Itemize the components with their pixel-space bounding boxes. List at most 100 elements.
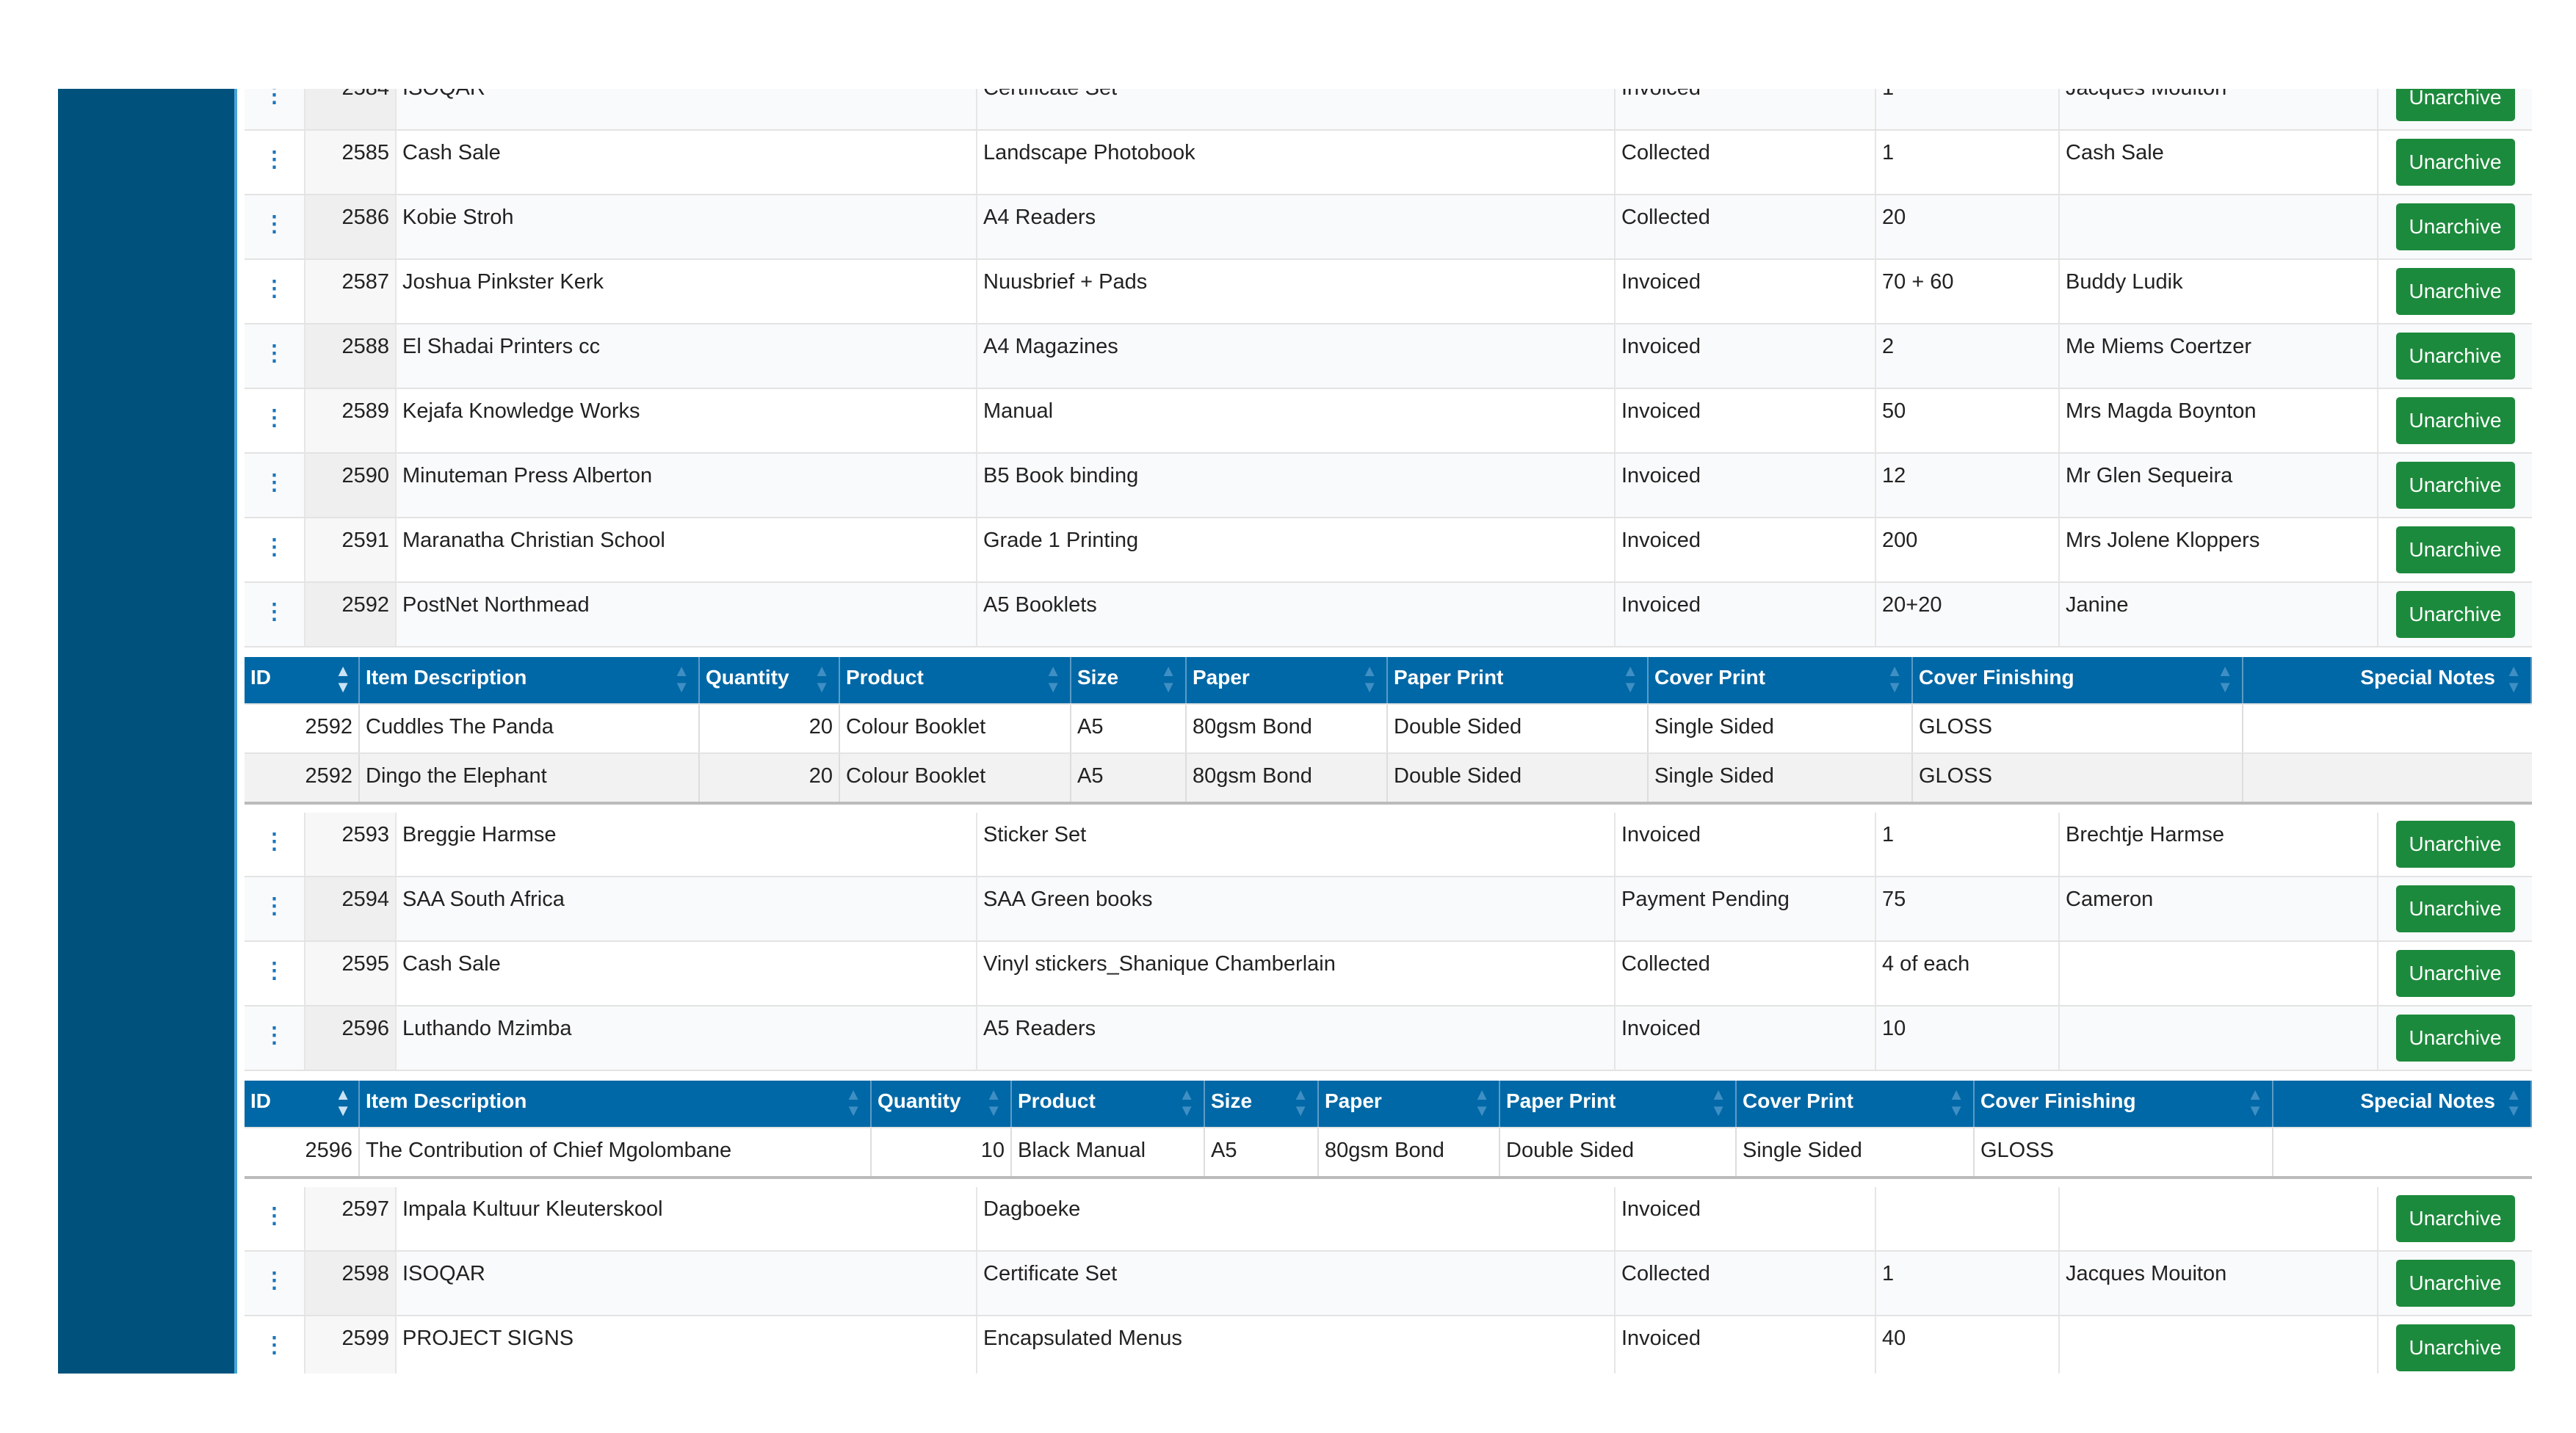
- row-menu-icon[interactable]: ⋮: [245, 195, 305, 258]
- unarchive-button[interactable]: Unarchive: [2395, 1324, 2515, 1371]
- subtable-header: ID ▲ ▼ Item Description ▲ ▼ Quantity ▲ ▼ Product ▲…: [245, 1081, 2532, 1127]
- customer-name: ISOQAR: [397, 1252, 977, 1315]
- sort-icon[interactable]: ▲ ▼: [2247, 1085, 2263, 1120]
- column-header[interactable]: ID ▲ ▼: [245, 1081, 360, 1127]
- row-menu-icon[interactable]: ⋮: [245, 518, 305, 581]
- row-menu-icon[interactable]: ⋮: [245, 877, 305, 940]
- unarchive-button[interactable]: Unarchive: [2395, 139, 2515, 186]
- column-header[interactable]: Cover Print ▲ ▼: [1737, 1081, 1975, 1127]
- sort-icon[interactable]: ▲ ▼: [1474, 1085, 1490, 1120]
- row-menu-icon[interactable]: ⋮: [245, 1316, 305, 1374]
- sort-asc-icon[interactable]: ▲ ▼: [335, 661, 351, 696]
- column-header[interactable]: Item Description ▲ ▼: [360, 1081, 872, 1127]
- archived-orders-table[interactable]: ⋮2584ISOQARCertificate SetInvoiced1Jacqu…: [245, 89, 2532, 1374]
- product-name: Nuusbrief + Pads: [977, 260, 1616, 323]
- contact-name: Buddy Ludik: [2060, 260, 2378, 323]
- column-header[interactable]: Paper Print ▲ ▼: [1388, 657, 1649, 703]
- column-header-label: Paper Print: [1394, 666, 1504, 689]
- row-menu-icon[interactable]: ⋮: [245, 260, 305, 323]
- row-menu-icon[interactable]: ⋮: [245, 942, 305, 1005]
- row-menu-icon[interactable]: ⋮: [245, 1252, 305, 1315]
- column-header[interactable]: Paper ▲ ▼: [1319, 1081, 1500, 1127]
- unarchive-button[interactable]: Unarchive: [2395, 268, 2515, 315]
- sort-icon[interactable]: ▲ ▼: [673, 661, 690, 696]
- sort-icon[interactable]: ▲ ▼: [845, 1085, 861, 1120]
- order-id: 2594: [305, 877, 397, 940]
- sort-icon[interactable]: ▲ ▼: [1361, 661, 1378, 696]
- column-header[interactable]: Quantity ▲ ▼: [700, 657, 840, 703]
- column-header[interactable]: ID ▲ ▼: [245, 657, 360, 703]
- row-menu-icon[interactable]: ⋮: [245, 389, 305, 452]
- order-id: 2596: [305, 1006, 397, 1070]
- sort-icon[interactable]: ▲ ▼: [814, 661, 830, 696]
- sort-asc-icon[interactable]: ▲ ▼: [335, 1085, 351, 1120]
- sort-icon[interactable]: ▲ ▼: [2217, 661, 2233, 696]
- customer-name: Cash Sale: [397, 942, 977, 1005]
- row-menu-icon[interactable]: ⋮: [245, 813, 305, 876]
- row-menu-icon[interactable]: ⋮: [245, 583, 305, 646]
- sidebar-edge: [234, 89, 237, 1374]
- unarchive-button[interactable]: Unarchive: [2395, 526, 2515, 573]
- unarchive-button[interactable]: Unarchive: [2395, 333, 2515, 380]
- row-menu-icon[interactable]: ⋮: [245, 1006, 305, 1070]
- unarchive-button[interactable]: Unarchive: [2395, 885, 2515, 932]
- order-quantity: 1: [1876, 131, 2060, 194]
- order-quantity: 20: [1876, 195, 2060, 258]
- sort-icon[interactable]: ▲ ▼: [985, 1085, 1002, 1120]
- product-name: A4 Readers: [977, 195, 1616, 258]
- column-header-label: Cover Finishing: [1919, 666, 2074, 689]
- row-menu-icon[interactable]: ⋮: [245, 89, 305, 129]
- column-header[interactable]: Paper Print ▲ ▼: [1500, 1081, 1737, 1127]
- unarchive-button[interactable]: Unarchive: [2395, 462, 2515, 509]
- unarchive-button[interactable]: Unarchive: [2395, 1260, 2515, 1307]
- sort-icon[interactable]: ▲ ▼: [1710, 1085, 1726, 1120]
- column-header[interactable]: Cover Print ▲ ▼: [1649, 657, 1913, 703]
- column-header[interactable]: Special Notes ▲ ▼: [2243, 657, 2532, 703]
- sort-icon[interactable]: ▲ ▼: [1622, 661, 1638, 696]
- sort-icon[interactable]: ▲ ▼: [2506, 661, 2522, 696]
- unarchive-button[interactable]: Unarchive: [2395, 950, 2515, 997]
- unarchive-button[interactable]: Unarchive: [2395, 591, 2515, 638]
- row-menu-icon[interactable]: ⋮: [245, 131, 305, 194]
- unarchive-button[interactable]: Unarchive: [2395, 89, 2515, 121]
- column-header[interactable]: Product ▲ ▼: [1012, 1081, 1205, 1127]
- order-quantity: [1876, 1187, 2060, 1250]
- unarchive-button[interactable]: Unarchive: [2395, 203, 2515, 250]
- contact-name: Brechtje Harmse: [2060, 813, 2378, 876]
- column-header[interactable]: Cover Finishing ▲ ▼: [1913, 657, 2243, 703]
- sort-icon[interactable]: ▲ ▼: [1948, 1085, 1964, 1120]
- row-menu-icon[interactable]: ⋮: [245, 454, 305, 517]
- sort-icon[interactable]: ▲ ▼: [1886, 661, 1903, 696]
- item-notes: [2273, 1128, 2532, 1176]
- column-header-label: Product: [846, 666, 924, 689]
- order-status: Invoiced: [1616, 1006, 1876, 1070]
- column-header[interactable]: Product ▲ ▼: [840, 657, 1071, 703]
- column-header-label: Size: [1211, 1089, 1253, 1112]
- item-product: Black Manual: [1012, 1128, 1205, 1176]
- item-cover-print: Single Sided: [1649, 705, 1913, 752]
- unarchive-button[interactable]: Unarchive: [2395, 821, 2515, 868]
- column-header[interactable]: Size ▲ ▼: [1071, 657, 1187, 703]
- column-header[interactable]: Size ▲ ▼: [1205, 1081, 1319, 1127]
- order-id: 2593: [305, 813, 397, 876]
- table-row: ⋮ 2593 Breggie Harmse Sticker Set Invoiced 1 B…: [245, 813, 2532, 877]
- column-header[interactable]: Item Description ▲ ▼: [360, 657, 700, 703]
- contact-name: [2060, 942, 2378, 1005]
- order-status: Collected: [1616, 131, 1876, 194]
- sort-icon[interactable]: ▲ ▼: [1179, 1085, 1195, 1120]
- column-header[interactable]: Paper ▲ ▼: [1187, 657, 1388, 703]
- column-header[interactable]: Cover Finishing ▲ ▼: [1975, 1081, 2273, 1127]
- sort-icon[interactable]: ▲ ▼: [1045, 661, 1061, 696]
- sort-icon[interactable]: ▲ ▼: [1160, 661, 1176, 696]
- column-header[interactable]: Special Notes ▲ ▼: [2273, 1081, 2532, 1127]
- row-menu-icon[interactable]: ⋮: [245, 1187, 305, 1250]
- unarchive-button[interactable]: Unarchive: [2395, 1015, 2515, 1062]
- row-menu-icon[interactable]: ⋮: [245, 324, 305, 388]
- sort-icon[interactable]: ▲ ▼: [1292, 1085, 1309, 1120]
- sort-icon[interactable]: ▲ ▼: [2506, 1085, 2522, 1120]
- order-quantity: 50: [1876, 389, 2060, 452]
- column-header[interactable]: Quantity ▲ ▼: [872, 1081, 1012, 1127]
- unarchive-button[interactable]: Unarchive: [2395, 397, 2515, 444]
- customer-name: El Shadai Printers cc: [397, 324, 977, 388]
- unarchive-button[interactable]: Unarchive: [2395, 1195, 2515, 1242]
